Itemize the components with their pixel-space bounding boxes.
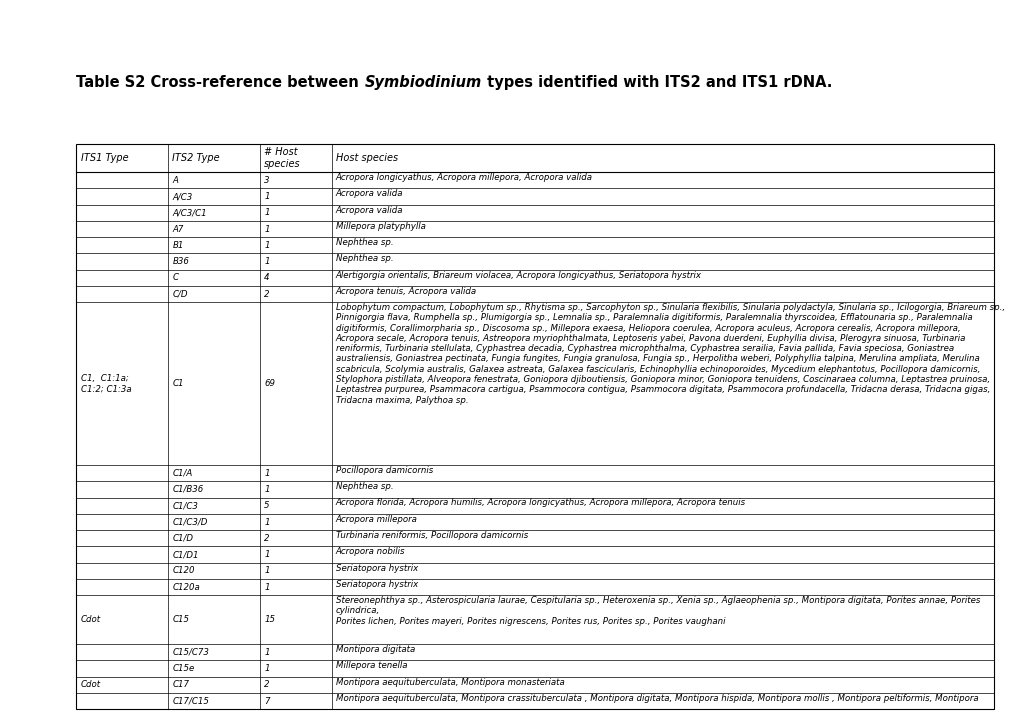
Text: C1/D: C1/D: [172, 534, 194, 543]
Text: Acropora valida: Acropora valida: [335, 205, 403, 215]
Text: B1: B1: [172, 241, 183, 250]
Text: Seriatopora hystrix: Seriatopora hystrix: [335, 580, 418, 589]
Text: C1/A: C1/A: [172, 469, 193, 477]
Text: C1/C3: C1/C3: [172, 501, 198, 510]
Text: 7: 7: [264, 696, 269, 706]
Text: 1: 1: [264, 225, 269, 233]
Text: Acropora valida: Acropora valida: [335, 189, 403, 198]
Text: 1: 1: [264, 208, 269, 217]
Text: C1/B36: C1/B36: [172, 485, 204, 494]
Text: C15: C15: [172, 615, 190, 624]
Text: Montipora aequituberculata, Montipora monasteriata: Montipora aequituberculata, Montipora mo…: [335, 678, 564, 686]
Text: Nephthea sp.: Nephthea sp.: [335, 482, 392, 491]
Text: C1,  C1:1a;
C1:2; C1:3a: C1, C1:1a; C1:2; C1:3a: [81, 374, 131, 393]
Text: A7: A7: [172, 225, 183, 233]
Text: 1: 1: [264, 550, 269, 559]
Text: # Host
species: # Host species: [264, 148, 301, 169]
Text: ITS1 Type: ITS1 Type: [81, 153, 128, 163]
Text: Acropora tenuis, Acropora valida: Acropora tenuis, Acropora valida: [335, 287, 476, 296]
Bar: [76, 144, 994, 709]
Text: Millepora tenella: Millepora tenella: [335, 661, 407, 670]
Text: Pocillopora damicornis: Pocillopora damicornis: [335, 466, 432, 475]
Text: Nephthea sp.: Nephthea sp.: [335, 254, 392, 264]
Text: Cdot: Cdot: [81, 615, 101, 624]
Text: Acropora millepora: Acropora millepora: [335, 515, 417, 523]
Text: Stereonephthya sp., Asterospicularia laurae, Cespitularia sp., Heteroxenia sp., : Stereonephthya sp., Asterospicularia lau…: [335, 596, 979, 626]
Text: C1/D1: C1/D1: [172, 550, 199, 559]
Text: 1: 1: [264, 469, 269, 477]
Text: 2: 2: [264, 534, 269, 543]
Text: Lobophytum compactum, Lobophytum sp., Rhytisma sp., Sarcophyton sp., Sinularia f: Lobophytum compactum, Lobophytum sp., Rh…: [335, 303, 1004, 405]
Text: Acropora nobilis: Acropora nobilis: [335, 547, 405, 557]
Text: A: A: [172, 176, 178, 185]
Text: 1: 1: [264, 241, 269, 250]
Text: 1: 1: [264, 648, 269, 657]
Text: ITS2 Type: ITS2 Type: [172, 153, 220, 163]
Text: Millepora platyphylla: Millepora platyphylla: [335, 222, 425, 231]
Text: C120a: C120a: [172, 582, 200, 592]
Text: C120: C120: [172, 567, 195, 575]
Text: B36: B36: [172, 257, 190, 266]
Text: Cdot: Cdot: [81, 680, 101, 689]
Text: A/C3/C1: A/C3/C1: [172, 208, 207, 217]
Text: C1/C3/D: C1/C3/D: [172, 518, 208, 526]
Text: Montipora digitata: Montipora digitata: [335, 645, 415, 654]
Text: 1: 1: [264, 257, 269, 266]
Text: 2: 2: [264, 680, 269, 689]
Text: C1: C1: [172, 379, 183, 388]
Text: 1: 1: [264, 582, 269, 592]
Text: 1: 1: [264, 518, 269, 526]
Text: 1: 1: [264, 485, 269, 494]
Text: Alertigorgia orientalis, Briareum violacea, Acropora longicyathus, Seriatopora h: Alertigorgia orientalis, Briareum violac…: [335, 271, 701, 279]
Text: 1: 1: [264, 192, 269, 201]
Text: C: C: [172, 274, 178, 282]
Text: Symbiodinium: Symbiodinium: [364, 75, 481, 90]
Text: 3: 3: [264, 176, 269, 185]
Text: 5: 5: [264, 501, 269, 510]
Text: A/C3: A/C3: [172, 192, 193, 201]
Text: C15/C73: C15/C73: [172, 648, 209, 657]
Text: Acropora longicyathus, Acropora millepora, Acropora valida: Acropora longicyathus, Acropora millepor…: [335, 173, 592, 182]
Text: 69: 69: [264, 379, 275, 388]
Text: 1: 1: [264, 567, 269, 575]
Text: Turbinaria reniformis, Pocillopora damicornis: Turbinaria reniformis, Pocillopora damic…: [335, 531, 527, 540]
Text: 2: 2: [264, 289, 269, 299]
Text: C17: C17: [172, 680, 190, 689]
Text: 4: 4: [264, 274, 269, 282]
Text: C15e: C15e: [172, 664, 195, 673]
Text: 1: 1: [264, 664, 269, 673]
Text: Acropora florida, Acropora humilis, Acropora longicyathus, Acropora millepora, A: Acropora florida, Acropora humilis, Acro…: [335, 498, 745, 508]
Text: C17/C15: C17/C15: [172, 696, 209, 706]
Text: C/D: C/D: [172, 289, 187, 299]
Text: Host species: Host species: [335, 153, 397, 163]
Text: types identified with ITS2 and ITS1 rDNA.: types identified with ITS2 and ITS1 rDNA…: [481, 75, 832, 90]
Text: Table S2 Cross-reference between: Table S2 Cross-reference between: [76, 75, 364, 90]
Text: Nephthea sp.: Nephthea sp.: [335, 238, 392, 247]
Text: Montipora aequituberculata, Montipora crassituberculata , Montipora digitata, Mo: Montipora aequituberculata, Montipora cr…: [335, 694, 977, 703]
Text: 15: 15: [264, 615, 275, 624]
Text: Seriatopora hystrix: Seriatopora hystrix: [335, 564, 418, 572]
